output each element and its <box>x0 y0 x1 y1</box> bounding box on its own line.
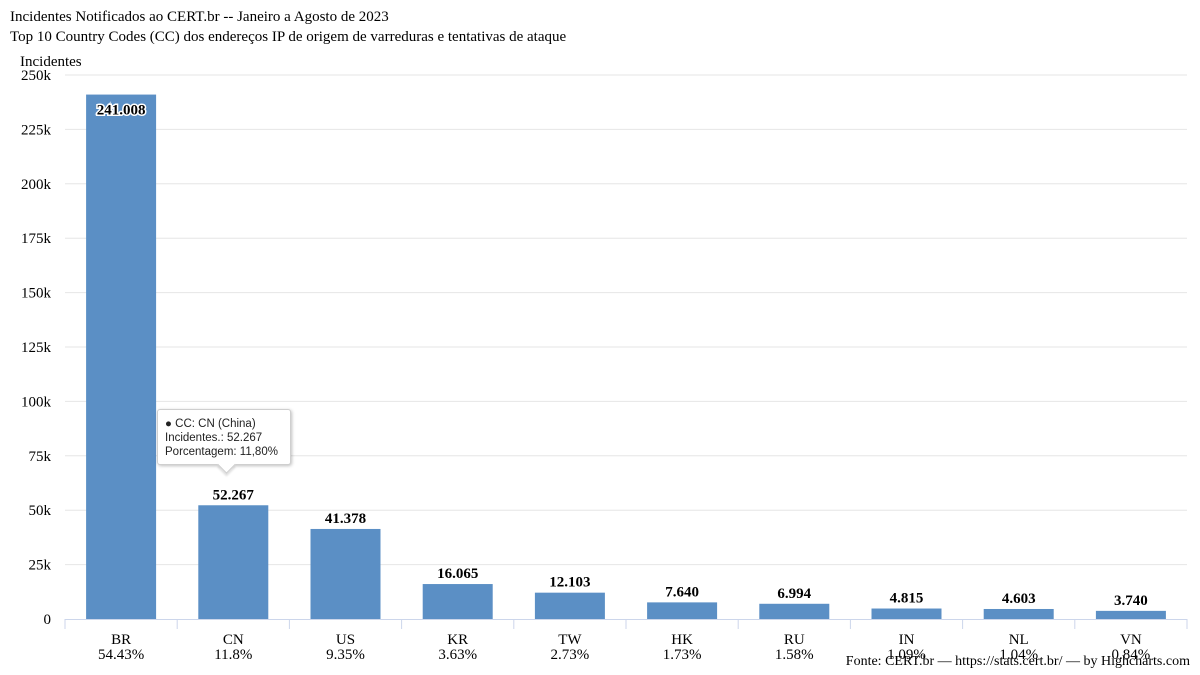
tooltip-line-percent: Porcentagem: 11,80% <box>165 446 278 458</box>
data-label: 16.065 <box>437 566 478 582</box>
x-tick-label: KR <box>447 632 468 648</box>
bar-hk[interactable] <box>647 602 718 619</box>
y-tick-label: 0 <box>44 612 52 628</box>
y-tick-label: 175k <box>21 231 52 247</box>
y-axis-ticks: 0 25k 50k 75k 100k 125k 150k 175k 200k 225k 250k <box>21 68 52 628</box>
x-percent-label: 1.04% <box>999 647 1038 663</box>
chart-title: Incidentes Notificados ao CERT.br -- Jan… <box>10 9 389 25</box>
bar-us[interactable] <box>310 528 381 619</box>
chart-subtitle: Top 10 Country Codes (CC) dos endereços … <box>10 29 567 45</box>
x-percent-label: 0.84% <box>1112 647 1151 663</box>
x-percent-label: 1.09% <box>887 647 926 663</box>
x-tick-label: CN <box>223 632 244 648</box>
bar-tw[interactable] <box>534 592 605 619</box>
y-tick-label: 100k <box>21 394 52 410</box>
data-label: 6.994 <box>777 586 811 602</box>
tooltip: ● CC: CN (China) Incidentes.: 52.267 Por… <box>157 409 291 474</box>
y-tick-label: 75k <box>29 449 52 465</box>
bar-cn[interactable] <box>198 505 269 619</box>
x-tick-label: BR <box>111 632 131 648</box>
x-tick-label: VN <box>1120 632 1142 648</box>
x-percent-label: 9.35% <box>326 647 365 663</box>
data-label: 7.640 <box>665 584 699 600</box>
x-tick-label: TW <box>558 632 582 648</box>
data-label: 41.378 <box>325 511 366 527</box>
x-percent-label: 1.73% <box>663 647 702 663</box>
tooltip-line-cc: ● CC: CN (China) <box>165 418 256 430</box>
bar-nl[interactable] <box>983 608 1054 619</box>
y-tick-label: 125k <box>21 340 52 356</box>
credits[interactable]: Fonte: CERT.br — https://stats.cert.br/ … <box>845 654 1190 669</box>
x-percent-label: 1.58% <box>775 647 814 663</box>
bar-in[interactable] <box>871 608 942 619</box>
data-label: 3.740 <box>1114 593 1148 609</box>
x-percent-label: 2.73% <box>551 647 590 663</box>
y-tick-label: 250k <box>21 68 52 84</box>
y-tick-label: 200k <box>21 177 52 193</box>
y-axis-label: Incidentes <box>20 54 82 70</box>
bar-vn[interactable] <box>1095 610 1166 619</box>
x-tick-label: US <box>336 632 355 648</box>
y-tick-label: 50k <box>29 503 52 519</box>
x-tick-label: NL <box>1009 632 1029 648</box>
x-percent-label: 11.8% <box>214 647 252 663</box>
bars: 241.008 52.267 41.378 16.065 12.103 7.640 6.99… <box>86 94 1166 619</box>
y-tick-label: 150k <box>21 286 52 302</box>
data-label: 241.008 <box>97 103 146 119</box>
x-percent-label: 3.63% <box>438 647 477 663</box>
x-tick-label: IN <box>899 632 915 648</box>
y-tick-label: 25k <box>29 558 52 574</box>
bar-ru[interactable] <box>759 603 830 619</box>
tooltip-line-incidents: Incidentes.: 52.267 <box>165 432 263 444</box>
data-label: 4.815 <box>890 591 924 607</box>
x-tick-label: RU <box>784 632 805 648</box>
y-tick-label: 225k <box>21 122 52 138</box>
x-percent-label: 54.43% <box>98 647 144 663</box>
data-label: 4.603 <box>1002 591 1036 607</box>
bar-kr[interactable] <box>422 584 493 619</box>
data-label: 52.267 <box>213 487 255 503</box>
x-axis: BR54.43%CN11.8%US9.35%KR3.63%TW2.73%HK1.… <box>64 619 1188 663</box>
bar-br[interactable] <box>86 94 157 619</box>
data-label: 12.103 <box>549 575 590 591</box>
x-tick-label: HK <box>671 632 693 648</box>
